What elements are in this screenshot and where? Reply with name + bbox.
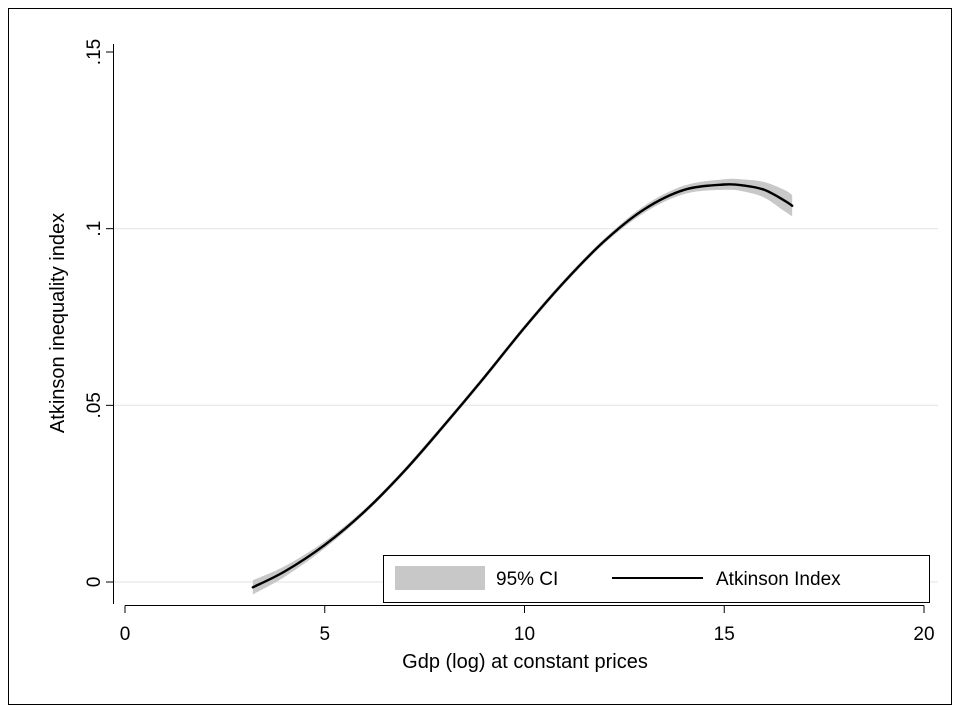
y-tick-label-3: .15	[84, 39, 105, 65]
y-axis-label: Atkinson inequality index	[47, 213, 69, 433]
y-tick-label-1: .05	[84, 392, 105, 418]
x-ticks: 0 5 10 15 20	[120, 605, 935, 645]
y-tick-label-0: 0	[84, 577, 105, 588]
x-axis-label: Gdp (log) at constant prices	[402, 651, 648, 673]
x-tick-label-4: 20	[913, 624, 934, 645]
x-tick-label-1: 5	[319, 624, 330, 645]
legend-label-line: Atkinson Index	[716, 569, 841, 590]
legend-label-ci: 95% CI	[496, 569, 558, 590]
legend-swatch-ci	[395, 566, 485, 590]
y-tick-label-2: .1	[84, 221, 105, 237]
x-tick-label-0: 0	[120, 624, 131, 645]
x-tick-label-3: 15	[714, 624, 735, 645]
ci-band-0	[252, 178, 793, 595]
x-tick-label-2: 10	[514, 624, 535, 645]
series-line-0	[251, 183, 794, 589]
legend: 95% CI Atkinson Index	[383, 555, 930, 603]
y-ticks: 0 .05 .1 .15	[84, 39, 114, 588]
ci-band-layer	[252, 178, 793, 595]
series-line-layer	[251, 183, 794, 589]
